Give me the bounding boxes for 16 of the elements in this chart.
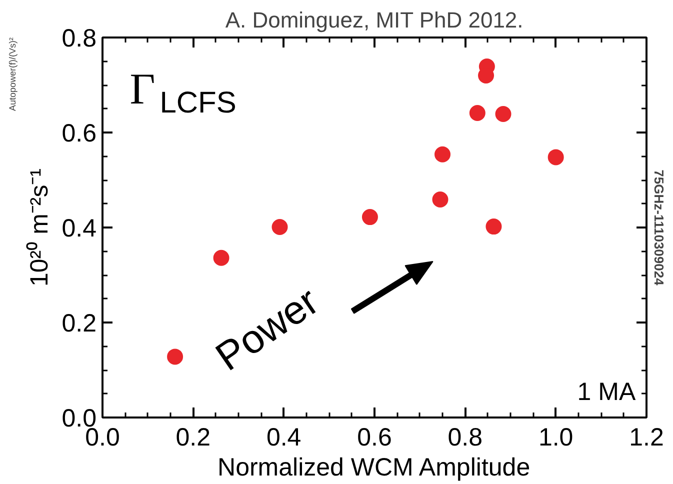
x-axis-title: Normalized WCM Amplitude bbox=[218, 454, 530, 482]
y-axis-title: 10²⁰ m⁻²s⁻¹ bbox=[26, 168, 54, 287]
x-tick-label: 0.2 bbox=[176, 424, 211, 452]
y-tick-label: 0.4 bbox=[62, 214, 97, 242]
y-tick-label: 0.2 bbox=[62, 310, 97, 338]
text: A. Dominguez, MIT PhD 2012. bbox=[225, 8, 524, 32]
text: 75GHz-1110309024 bbox=[652, 170, 666, 286]
text: Autopower(f)/(Vs)² bbox=[8, 37, 18, 112]
x-tick-label: 1.2 bbox=[629, 424, 664, 452]
y-tick-label: 0.6 bbox=[62, 120, 97, 148]
x-tick-label: 0.4 bbox=[266, 424, 302, 452]
annotation: 1 MA bbox=[577, 378, 636, 406]
y-tick-label: 0.8 bbox=[62, 24, 97, 52]
x-tick-label: 1.0 bbox=[538, 424, 574, 452]
x-tick-label: 0.8 bbox=[448, 424, 483, 452]
x-tick-label: 0.6 bbox=[357, 424, 392, 452]
